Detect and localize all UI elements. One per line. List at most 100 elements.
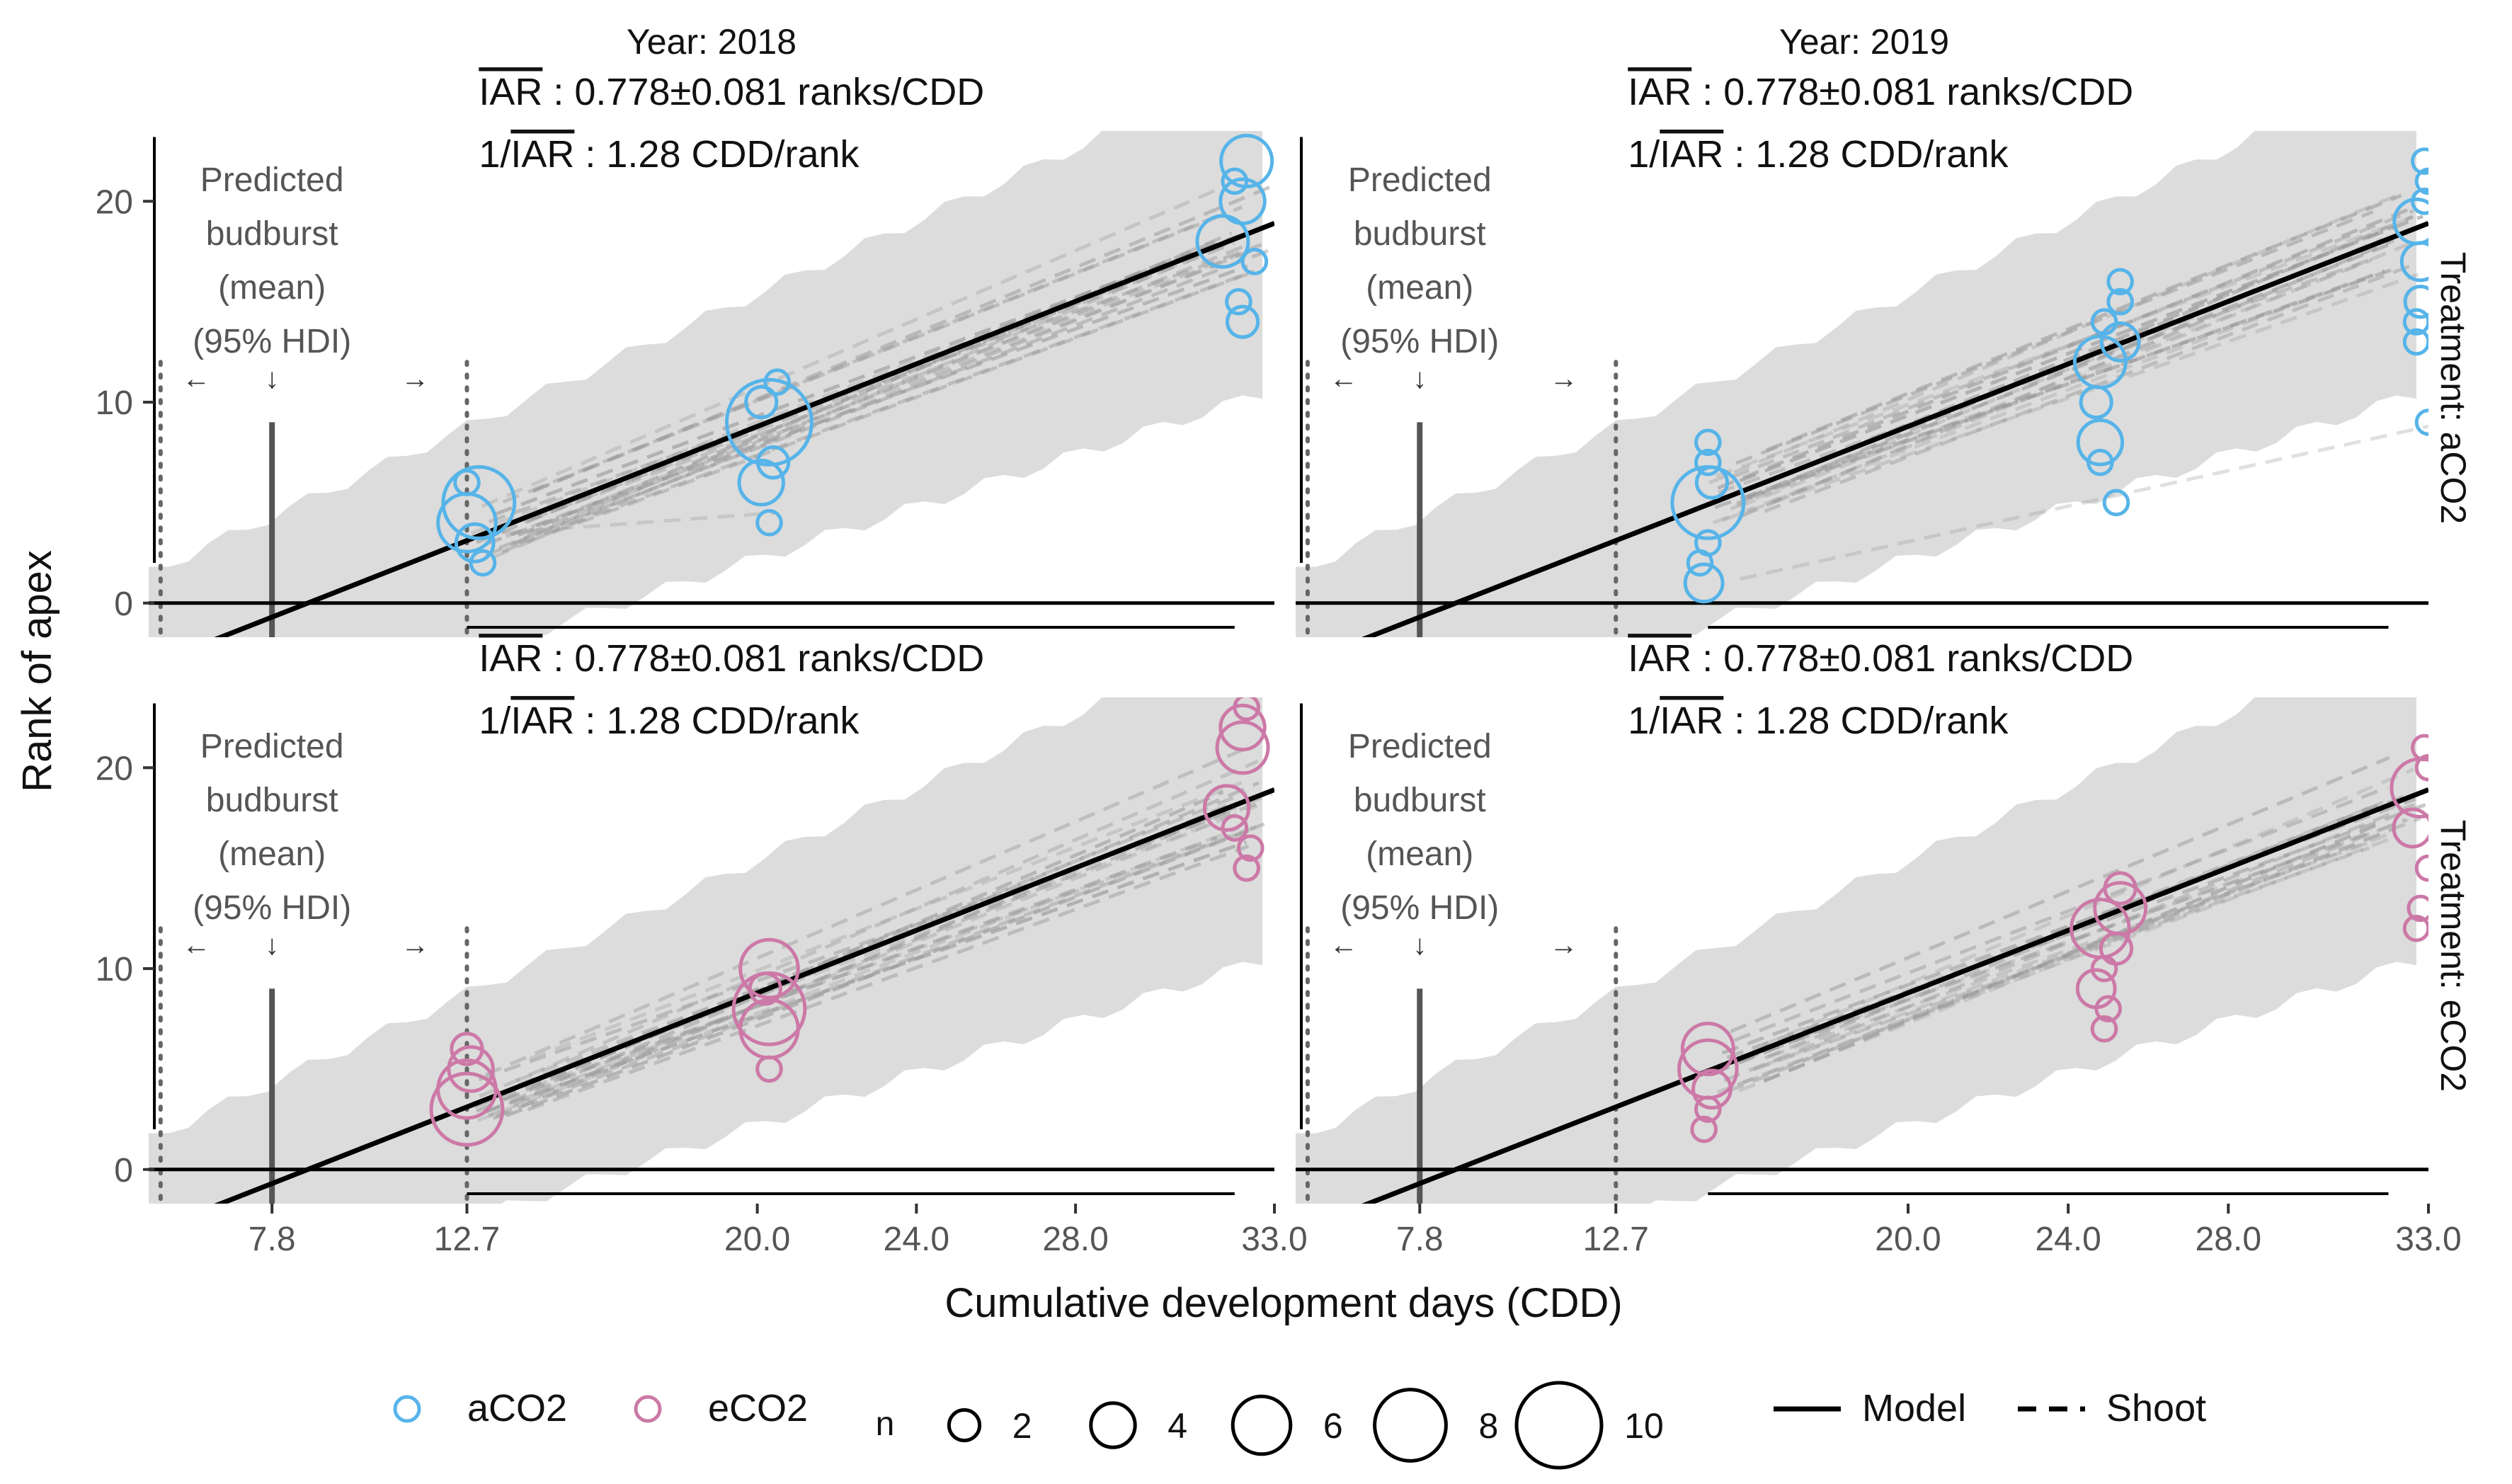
iar-symbol: IAR: [1628, 637, 1691, 680]
iar-symbol: IAR: [510, 700, 574, 742]
shoot-trajectory: [488, 806, 1236, 1118]
budburst-label-line: (95% HDI): [193, 323, 351, 360]
arrow-left: ←: [182, 930, 210, 961]
budburst-label-line: (95% HDI): [1340, 889, 1499, 927]
y-tick-label: 10: [96, 951, 133, 988]
y-tick-label: 10: [96, 384, 133, 422]
data-point: [2086, 448, 2114, 476]
data-point: [2094, 995, 2123, 1023]
shoot-trajectory: [1718, 258, 2370, 494]
x-tick-label: 7.8: [1396, 1221, 1444, 1258]
x-tick-label: 7.8: [249, 1221, 296, 1258]
legend-color-key: [393, 1395, 421, 1423]
inverse-value: : 1.28 CDD/rank: [574, 133, 860, 176]
inverse-prefix: 1/: [479, 133, 510, 176]
data-point: [2079, 384, 2113, 420]
x-tick-label: 24.0: [884, 1221, 949, 1258]
x-axis-title: Cumulative development days (CDD): [944, 1280, 1622, 1326]
iar-value: : 0.778±0.081 ranks/CDD: [1691, 71, 2133, 113]
shoot-trajectory: [475, 790, 1224, 1113]
legend-size-key: [1514, 1381, 1604, 1470]
arrow-down: ↓: [1412, 930, 1427, 961]
x-tick-label: 33.0: [2395, 1221, 2461, 1258]
credible-ribbon: [149, 697, 1263, 1204]
data-point: [469, 549, 497, 577]
legend-size-title: n: [876, 1405, 895, 1443]
shoot-trajectory: [506, 263, 1217, 539]
y-axis-title: Rank of apex: [14, 550, 60, 792]
data-point: [2414, 754, 2428, 782]
panel-2019-eco2: Predicted budburst (mean) (95% HDI)← ↓ → IAR :…: [1296, 637, 2462, 1258]
budburst-label-line: Predicted: [200, 728, 344, 765]
data-point: [1202, 784, 1251, 832]
credible-ribbon: [1296, 697, 2416, 1204]
data-point: [2090, 308, 2118, 336]
legend-size-label: 8: [1478, 1406, 1498, 1446]
data-point: [2414, 167, 2428, 195]
y-tick-label: 0: [114, 586, 133, 623]
iar-symbol: IAR: [1660, 133, 1723, 176]
data-point: [1225, 304, 1260, 339]
legend-size-key: [947, 1408, 982, 1443]
shoot-trajectory: [520, 804, 1258, 1102]
inverse-value: : 1.28 CDD/rank: [574, 700, 860, 742]
x-tick-label: 20.0: [1875, 1221, 1941, 1258]
data-point: [2090, 954, 2118, 983]
data-point: [1691, 1068, 1732, 1110]
shoot-trajectory: [1748, 269, 2385, 500]
panel-2019-aco2: Predicted budburst (mean) (95% HDI)← ↓ → IAR :…: [1296, 71, 2428, 637]
data-point: [1694, 448, 1722, 476]
data-point: [755, 445, 791, 480]
arrow-left: ←: [1330, 363, 1358, 394]
budburst-label-line: (mean): [218, 269, 326, 307]
panel-2018-aco2: Predicted budburst (mean) (95% HDI)← ↓ → IAR :…: [96, 71, 1274, 637]
data-point: [2411, 188, 2428, 215]
data-point: [2402, 308, 2428, 336]
shoot-trajectory: [527, 844, 1250, 1112]
shoot-trajectory: [1723, 802, 2416, 1083]
shoot-trajectory: [523, 252, 1243, 524]
iar-symbol: IAR: [1660, 700, 1723, 742]
budburst-label-line: (95% HDI): [193, 889, 351, 927]
legend-line-label: Model: [1862, 1387, 1966, 1429]
iar-annotation-line1: IAR : 0.778±0.081 ranks/CDD: [479, 637, 984, 680]
budburst-label-line: Predicted: [200, 161, 344, 199]
shoot-trajectory: [502, 213, 1221, 504]
data-point: [763, 368, 792, 396]
facet-strip-year-2019: Year: 2019: [1779, 22, 1949, 62]
panel-plot-area: [1296, 131, 2428, 637]
data-point: [2403, 285, 2428, 319]
shoot-trajectory: [1716, 838, 2389, 1095]
data-point: [1221, 814, 1249, 842]
iar-symbol: IAR: [1628, 71, 1691, 113]
data-point: [1694, 465, 1730, 500]
data-point: [744, 384, 779, 420]
panel-plot-area: [149, 131, 1274, 637]
data-point: [454, 522, 496, 564]
data-point: [1236, 834, 1264, 862]
shoot-trajectory: [533, 205, 1243, 492]
data-point: [1225, 287, 1252, 316]
shoot-trajectory: [1732, 209, 2414, 479]
data-point: [436, 1058, 498, 1120]
panel-2018-eco2: Predicted budburst (mean) (95% HDI)← ↓ → IAR :…: [96, 637, 1308, 1258]
legend-color-label: eCO2: [708, 1387, 808, 1429]
shoot-trajectory: [479, 759, 1259, 1098]
data-point: [2102, 489, 2130, 517]
data-point: [2090, 1015, 2118, 1043]
shoot-trajectory: [1764, 263, 2413, 513]
legend-size-label: 4: [1167, 1406, 1187, 1446]
shoot-trajectory: [503, 835, 1218, 1102]
legend-size-key: [1089, 1401, 1137, 1449]
shoot-trajectory: [1722, 273, 2419, 523]
legend-size-label: 10: [1624, 1406, 1664, 1446]
data-point: [1240, 248, 1269, 275]
data-point: [2076, 418, 2125, 467]
iar-annotation-line2: 1/IAR : 1.28 CDD/rank: [1628, 133, 2009, 176]
budburst-label-line: (mean): [218, 835, 326, 873]
data-point: [2411, 147, 2428, 175]
data-point: [1233, 697, 1260, 721]
legend-color-key: [634, 1395, 662, 1423]
data-point: [2414, 854, 2428, 882]
model-line: [214, 221, 1274, 637]
